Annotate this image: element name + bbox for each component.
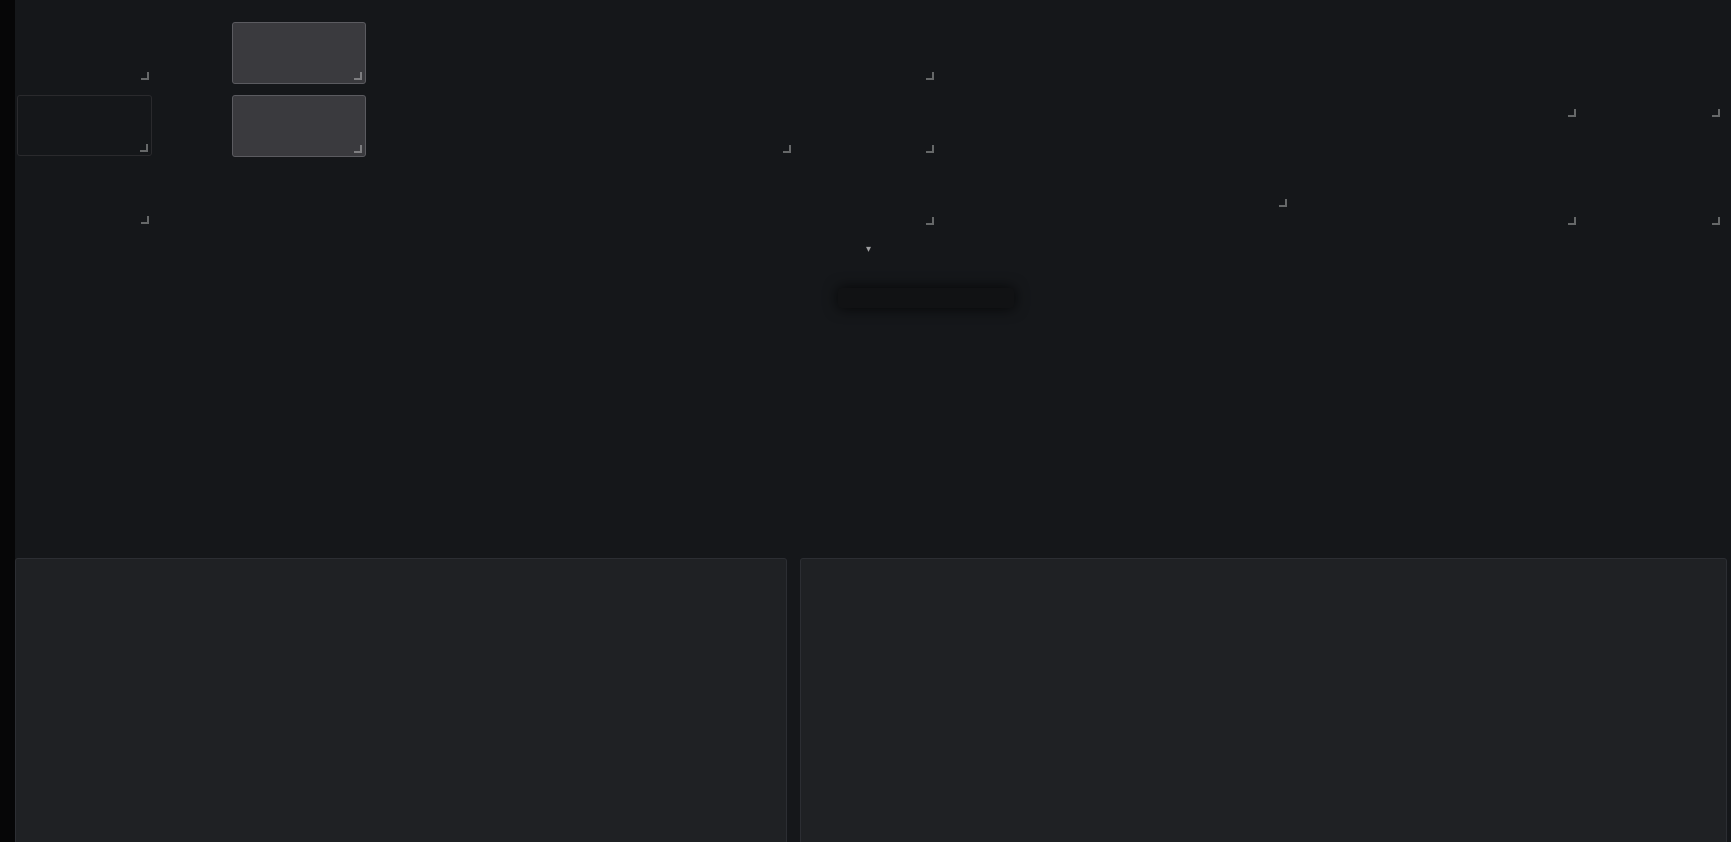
monthly-solar-production-panel: [800, 558, 1727, 842]
stat-panel-grid: [1588, 22, 1723, 120]
chevron-down-icon: ▾: [866, 244, 871, 255]
stat-panel-consumption: [1444, 130, 1579, 228]
stat-panel-total-daily-yield: [660, 21, 794, 156]
stat-value: [1506, 136, 1518, 228]
stat-panel-daily-grid-consumption: [803, 166, 937, 228]
stat-panel-s-grid: [17, 95, 152, 156]
stat-panel-count-down: [232, 95, 366, 157]
stat-panel-t-grid: [17, 166, 152, 227]
chart-tooltip: [838, 288, 1014, 308]
stat-panel-battery: [1588, 130, 1723, 228]
stat-value: [1650, 136, 1662, 228]
yearly-solar-production-panel: [15, 558, 787, 842]
stat-value: [1506, 28, 1518, 120]
stat-panel-r-grid: [17, 22, 152, 83]
grafana-dashboard: ▾: [0, 0, 1731, 842]
yearly-bar-chart[interactable]: [16, 559, 786, 842]
stat-panel-solar-panels: [1444, 22, 1579, 120]
panel-title-solar-panels-local[interactable]: ▾: [0, 240, 1731, 255]
stat-panel-self-use: [803, 21, 937, 83]
battery-gauge-panel: [980, 14, 1290, 210]
stat-panel-inverter-status: [232, 22, 366, 84]
monthly-bar-chart[interactable]: [801, 559, 1726, 842]
stat-value: [1650, 28, 1662, 120]
left-edge-strip: [0, 0, 15, 842]
stat-panel-daily-feedin: [803, 94, 937, 156]
main-timeseries-chart[interactable]: [62, 276, 1648, 503]
